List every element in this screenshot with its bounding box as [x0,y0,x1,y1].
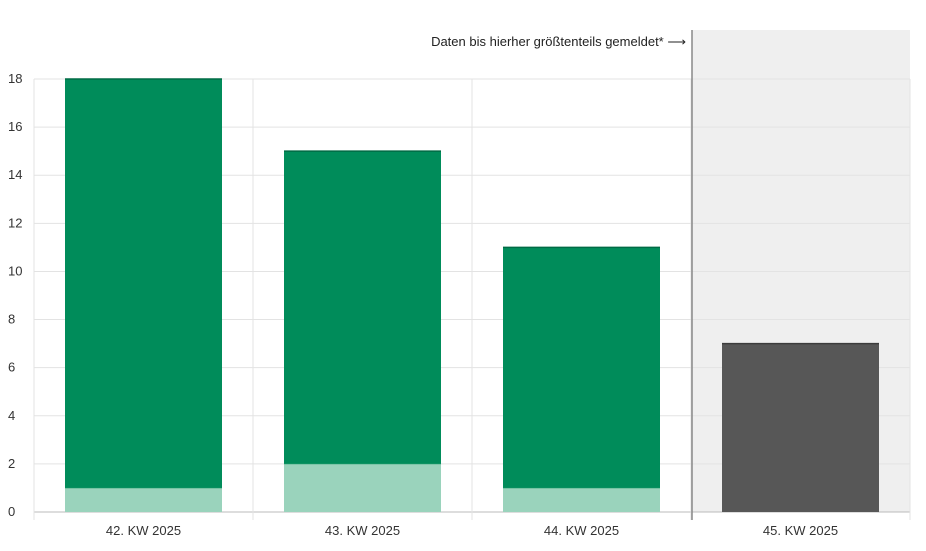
y-tick-label: 0 [8,504,15,519]
y-tick-label: 4 [8,408,15,423]
y-tick-label: 8 [8,312,15,327]
y-tick-label: 2 [8,456,15,471]
bar-segment [65,79,222,488]
x-category-label: 43. KW 2025 [325,523,400,538]
bar-segment [65,487,222,512]
x-category-label: 44. KW 2025 [544,523,619,538]
y-tick-label: 18 [8,71,22,86]
y-tick-label: 12 [8,215,22,230]
bar-segment [722,343,879,512]
y-axis-ticks: 0 2 4 6 8 10 12 14 16 18 [8,71,22,519]
x-category-label: 45. KW 2025 [763,523,838,538]
bar-segment [284,151,441,464]
y-tick-label: 10 [8,263,22,278]
reporting-cutoff-annotation: Daten bis hierher größtenteils gemeldet*… [431,34,686,49]
x-axis-labels: 42. KW 2025 43. KW 2025 44. KW 2025 45. KW … [106,523,838,538]
bar-segment [284,463,441,512]
x-category-label: 42. KW 2025 [106,523,181,538]
bar-segment [503,247,660,488]
bar-segment [503,487,660,512]
bars [65,78,879,512]
y-tick-label: 6 [8,360,15,375]
y-tick-label: 14 [8,167,22,182]
y-tick-label: 16 [8,119,22,134]
